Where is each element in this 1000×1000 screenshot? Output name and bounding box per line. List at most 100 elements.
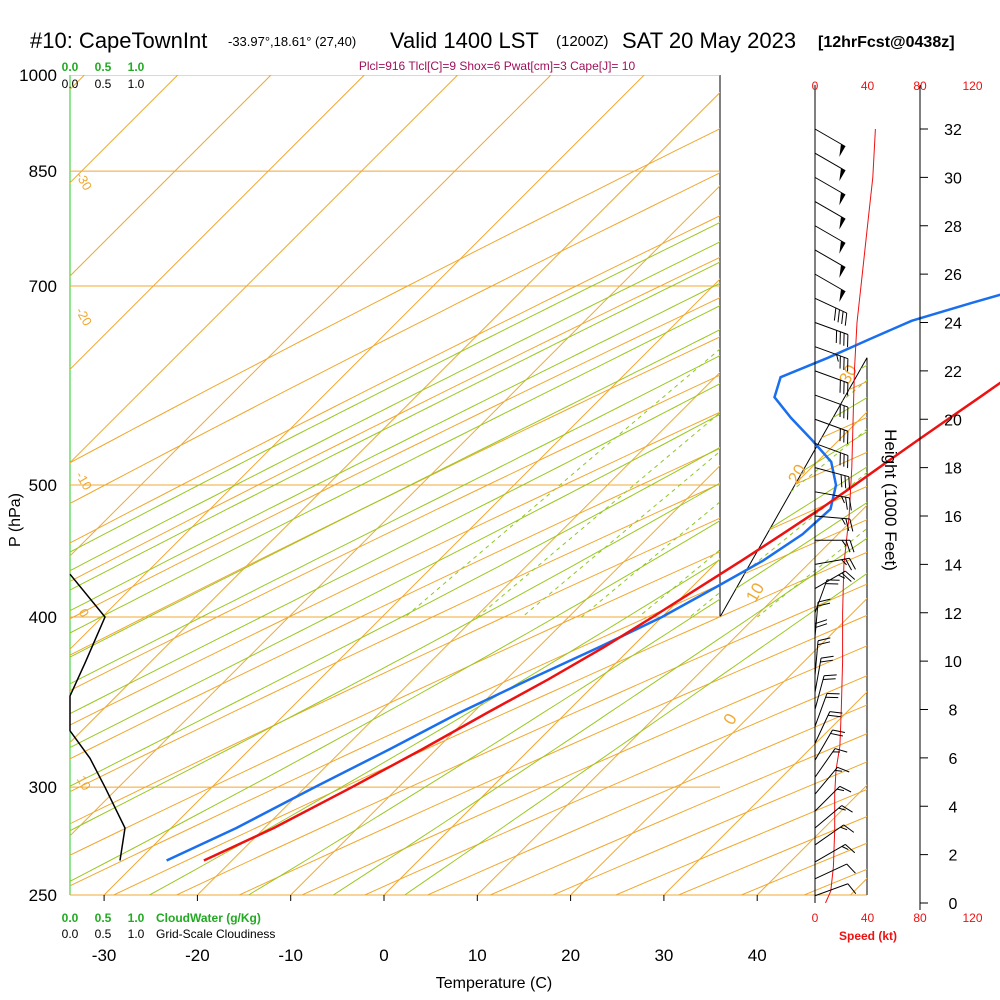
wind-barb-staff [814, 883, 849, 897]
cloudwater-tick-bottom: 1.0 [128, 911, 145, 925]
wind-barb-feather [837, 766, 850, 773]
wind-barb-feather [833, 307, 837, 321]
cloudiness-tick-bottom: 1.0 [128, 927, 145, 941]
moist-adiabat [70, 75, 867, 895]
wind-barb-staff [814, 557, 850, 565]
wind-barb [814, 655, 834, 693]
wind-barb-staff [814, 322, 849, 335]
wind-barb-feather [840, 826, 848, 831]
wind-barb-feather [841, 496, 845, 504]
station-coords: -33.97°,18.61° (27,40) [228, 34, 356, 49]
wind-barb-feather [841, 539, 847, 547]
wind-barb-feather [824, 674, 837, 677]
x-axis-title: Temperature (C) [436, 975, 552, 992]
wind-barb-feather [814, 623, 828, 629]
wind-barb-feather [817, 598, 831, 603]
temperature-tick-label: -30 [92, 946, 117, 965]
cloudiness-tick-bottom: 0.0 [62, 927, 79, 941]
height-tick-label: 20 [944, 412, 962, 429]
wind-barb-feather [843, 824, 855, 833]
wind-barb-feather [841, 805, 853, 813]
wind-barb [814, 176, 846, 206]
dry-adiabat [70, 75, 867, 895]
wind-barb [814, 598, 831, 637]
temperature-tick-label: 0 [379, 946, 388, 965]
wind-barb [814, 883, 857, 897]
isotherm [663, 75, 867, 895]
dry-adiabat [70, 75, 830, 895]
wind-barb-feather [846, 863, 856, 874]
wind-barb-pennant [839, 144, 846, 157]
wind-barb [814, 322, 849, 348]
wind-barb-feather [841, 845, 849, 851]
wind-barb-feather [834, 769, 843, 772]
height-tick-label: 16 [944, 509, 962, 526]
speed-tick-top: 0 [812, 79, 819, 93]
moist-adiabat [248, 75, 867, 895]
height-tick-label: 4 [949, 799, 958, 816]
isotherm [944, 75, 1000, 895]
wind-barb-staff [814, 693, 828, 727]
dry-adiabat-label: -30 [73, 169, 95, 193]
speed-tick-top: 80 [913, 79, 927, 93]
moist-adiabat [70, 75, 867, 895]
wind-barb [814, 785, 852, 812]
wind-barb-pennant [839, 289, 846, 303]
wind-barb-feather [841, 559, 847, 566]
thermo-background [70, 75, 1000, 895]
zulu-time: (1200Z) [556, 33, 609, 50]
height-tick-label: 2 [949, 848, 958, 865]
wind-barb-staff [814, 602, 819, 637]
wind-barb-staff [814, 176, 846, 196]
wind-barb [814, 863, 856, 880]
wind-barb-staff [814, 515, 850, 520]
wind-barb-feather [849, 540, 855, 553]
wind-barb-feather [836, 354, 839, 362]
pressure-tick-label: 700 [29, 277, 57, 296]
temperature-tick-label: 40 [748, 946, 767, 965]
wind-barb-feather [841, 311, 844, 325]
isotherm [570, 75, 867, 895]
wind-barb-feather [849, 518, 854, 532]
wind-barb-staff [814, 442, 849, 456]
cloudiness-tick-top: 0.5 [95, 77, 112, 91]
wind-barb [814, 273, 846, 303]
moist-adiabat-label: 10 [742, 580, 768, 606]
sounding-parameters: Plcl=916 Tlcl[C]=9 Shox=6 Pwat[cm]=3 Cap… [359, 59, 636, 73]
moist-adiabat [70, 75, 867, 895]
wind-barb [814, 729, 845, 761]
wind-barb-staff [814, 675, 825, 710]
wind-barb [814, 128, 846, 157]
wind-barb-feather [828, 714, 841, 718]
isotherm [70, 75, 458, 895]
wind-barb [814, 442, 849, 469]
wind-barb-staff [814, 570, 846, 589]
moist-adiabat [404, 75, 867, 895]
mixing-ratio-line [757, 75, 867, 618]
temperature-tick-label: -20 [185, 946, 210, 965]
wind-barb-feather [845, 540, 851, 553]
wind-barb-feather [847, 883, 857, 894]
wind-barb-staff [814, 128, 846, 147]
wind-barb-feather [845, 497, 848, 510]
speed-tick-bottom: 120 [962, 911, 982, 925]
dry-adiabat [70, 75, 867, 895]
forecast-info: [12hrFcst@0438z] [818, 34, 955, 51]
wind-barb-pennant [839, 264, 846, 278]
isotherm [70, 75, 552, 895]
height-tick-label: 18 [944, 461, 962, 478]
wind-barb-feather [834, 748, 848, 753]
isotherm [70, 75, 645, 895]
wind-barb [814, 674, 837, 710]
wind-barb-feather [814, 619, 828, 625]
wind-barb-staff [814, 152, 846, 172]
wind-barb-staff [814, 370, 849, 384]
cloudwater-tick-top: 0.0 [62, 60, 79, 74]
wind-barb-feather [817, 637, 831, 642]
dry-adiabat [176, 75, 867, 895]
wind-barb-staff [814, 346, 849, 360]
wind-barb-feather [841, 518, 846, 525]
moist-adiabat-label: 0 [720, 710, 741, 728]
wind-barb [814, 249, 846, 278]
wind-barb-feather [822, 678, 836, 681]
